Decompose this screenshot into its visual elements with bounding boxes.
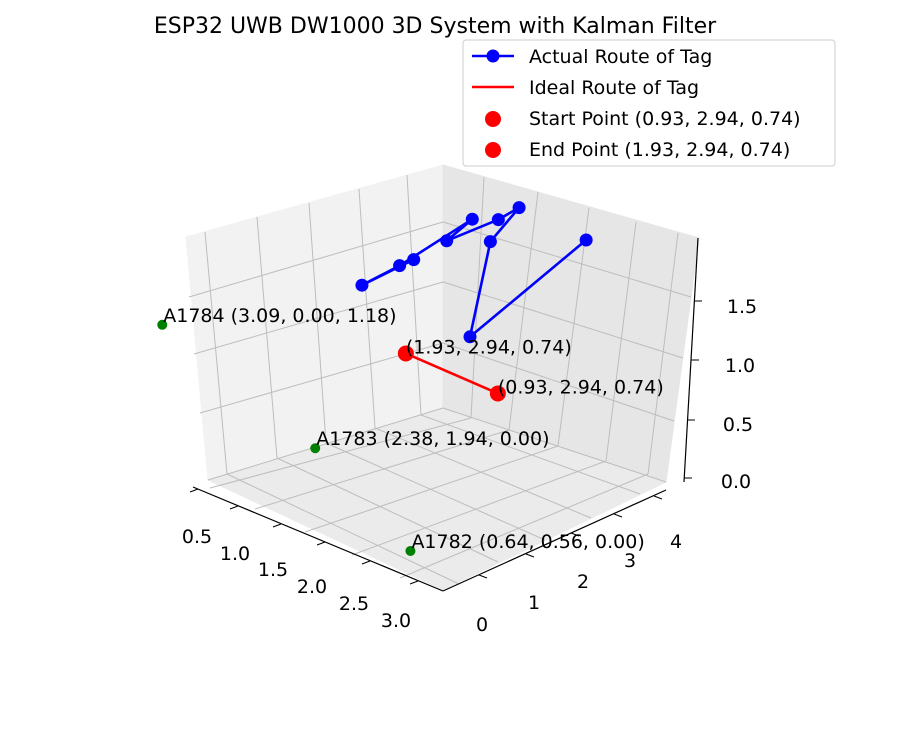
legend-actual-marker: [486, 49, 500, 63]
actual-route-layer: [355, 201, 593, 344]
actual-route-point: [355, 278, 369, 292]
actual-route-point: [393, 259, 407, 273]
z-tick-label: 1.0: [725, 355, 755, 377]
x-tick-label: 0.5: [182, 526, 212, 548]
anchor-label-a1784: A1784 (3.09, 0.00, 1.18): [163, 305, 396, 327]
axis-panes: [185, 164, 700, 591]
point-labels-layer: A1782 (0.64, 0.56, 0.00) A1783 (2.38, 1.9…: [163, 305, 663, 553]
actual-route-point: [483, 235, 497, 249]
z-tick-label: 0.0: [721, 471, 751, 493]
ideal-route-line: [405, 352, 499, 395]
legend-actual-label: Actual Route of Tag: [529, 46, 712, 68]
actual-route-point: [463, 330, 477, 344]
legend-start-marker: [485, 111, 501, 127]
legend-end-label: End Point (1.93, 2.94, 0.74): [529, 139, 790, 161]
start-point-marker: [489, 385, 506, 402]
tick-marks: [189, 300, 702, 585]
legend-start-label: Start Point (0.93, 2.94, 0.74): [529, 108, 801, 130]
actual-route-line: [360, 206, 587, 339]
x-tick-label: 2.5: [339, 593, 369, 615]
x-tick-label: 1.5: [258, 559, 288, 581]
grid-lines: [188, 174, 692, 585]
y-axis-line: [442, 489, 667, 592]
actual-route-point: [491, 213, 505, 227]
x-tick-label: 2.0: [297, 576, 327, 598]
start-point-label: (0.93, 2.94, 0.74): [498, 376, 664, 398]
anchor-label-a1782: A1782 (0.64, 0.56, 0.00): [411, 531, 644, 553]
x-tick-label: 3.0: [381, 610, 411, 632]
actual-route-point: [465, 212, 479, 226]
actual-route-point: [440, 234, 454, 248]
z-tick-label: 0.5: [723, 414, 753, 436]
legend: Actual Route of Tag Ideal Route of Tag S…: [462, 39, 836, 167]
x-tick-label: 1.0: [220, 543, 250, 565]
y-tick-label: 0: [476, 614, 488, 636]
actual-route-point: [512, 201, 526, 215]
z-tick-label: 1.5: [727, 296, 757, 318]
y-tick-labels: 0 1 2 3 4: [476, 531, 682, 636]
end-point-marker: [397, 345, 414, 362]
legend-box: [462, 39, 836, 167]
anchor-point-a1782: [405, 545, 416, 556]
anchor-label-a1783: A1783 (2.38, 1.94, 0.00): [316, 428, 549, 450]
anchors-layer: [157, 319, 416, 556]
x-axis-line: [192, 486, 444, 592]
actual-route-point: [407, 253, 421, 267]
y-tick-label: 1: [528, 592, 540, 614]
z-tick-labels: 0.0 0.5 1.0 1.5: [721, 296, 757, 493]
legend-ideal-label: Ideal Route of Tag: [529, 77, 699, 99]
y-tick-label: 2: [577, 571, 589, 593]
end-point-label: (1.93, 2.94, 0.74): [406, 336, 572, 358]
y-tick-label: 3: [624, 550, 636, 572]
chart-title: ESP32 UWB DW1000 3D System with Kalman F…: [154, 14, 717, 39]
anchor-point-a1783: [310, 443, 321, 454]
ideal-route-layer: [397, 345, 506, 402]
y-tick-label: 4: [670, 531, 682, 553]
legend-end-marker: [485, 142, 501, 158]
actual-route-point: [579, 233, 593, 247]
x-tick-labels: 0.5 1.0 1.5 2.0 2.5 3.0: [182, 526, 411, 632]
anchor-point-a1784: [157, 319, 168, 330]
